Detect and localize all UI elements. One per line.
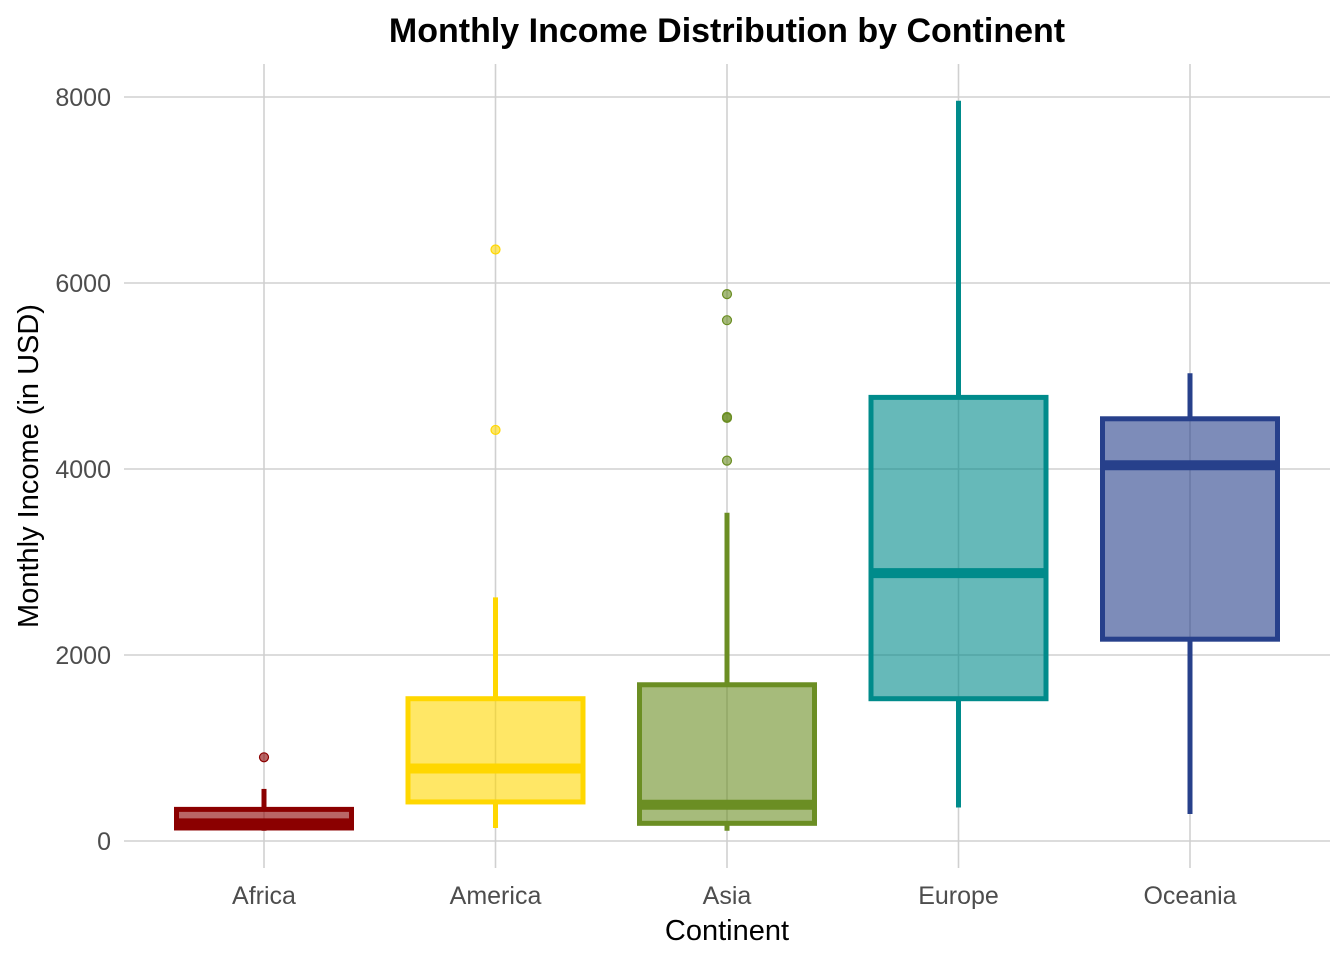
- box-europe: [868, 100, 1049, 808]
- box-iqr: [405, 696, 586, 805]
- x-tick-labels: Africa America Asia Europe Oceania: [232, 882, 1237, 910]
- outlier-point: [721, 289, 733, 300]
- outlier-point: [490, 424, 501, 436]
- x-tick-label: Oceania: [1143, 882, 1236, 910]
- x-tick-label: Asia: [703, 882, 752, 910]
- y-axis-title: Monthly Income (in USD): [13, 304, 45, 628]
- boxes: [174, 100, 1280, 831]
- chart-title: Monthly Income Distribution by Continent: [389, 12, 1065, 50]
- y-tick-label: 0: [97, 828, 111, 856]
- y-tick-label: 2000: [55, 642, 111, 670]
- box-iqr: [1100, 416, 1280, 642]
- box-oceania: [1100, 373, 1280, 815]
- x-axis-title: Continent: [665, 915, 789, 947]
- box-africa: [174, 752, 354, 831]
- x-tick-label: Africa: [232, 882, 296, 910]
- box-asia: [637, 289, 817, 831]
- x-tick-label: America: [450, 882, 542, 910]
- outlier-point: [721, 315, 733, 326]
- box-iqr: [868, 394, 1049, 702]
- outlier-point: [721, 455, 733, 466]
- x-tick-label: Europe: [918, 882, 999, 910]
- y-tick-labels: 0 2000 4000 6000 8000: [55, 84, 111, 856]
- outlier-point: [490, 244, 501, 255]
- box-america: [405, 244, 586, 828]
- y-tick-label: 4000: [55, 456, 111, 484]
- y-tick-label: 8000: [55, 84, 111, 112]
- y-tick-label: 6000: [55, 270, 111, 298]
- outlier-point: [258, 752, 270, 763]
- outlier-point: [721, 411, 733, 423]
